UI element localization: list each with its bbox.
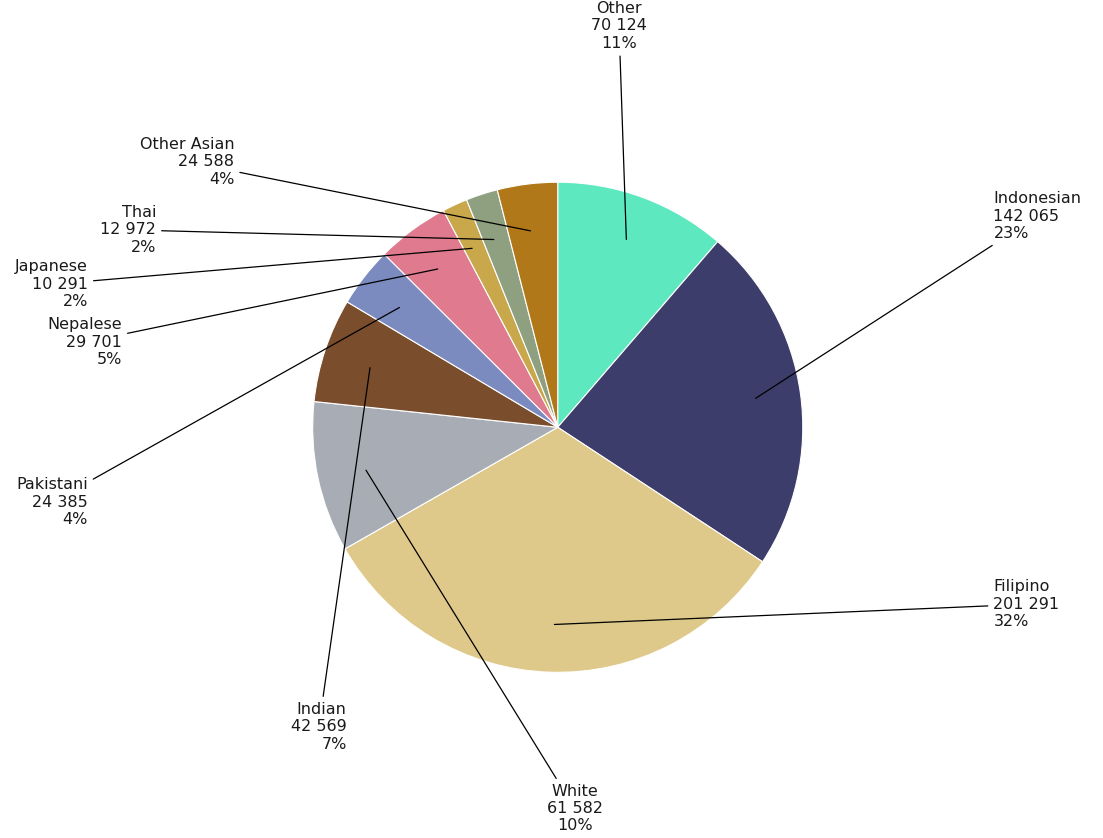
Text: Indian
42 569
7%: Indian 42 569 7% (291, 368, 370, 752)
Text: Thai
12 972
2%: Thai 12 972 2% (100, 205, 494, 255)
Text: Pakistani
24 385
4%: Pakistani 24 385 4% (17, 308, 399, 527)
Text: Japanese
10 291
2%: Japanese 10 291 2% (15, 248, 472, 309)
Text: Other Asian
24 588
4%: Other Asian 24 588 4% (140, 137, 531, 230)
Wedge shape (443, 199, 558, 427)
Wedge shape (345, 427, 762, 672)
Text: Indonesian
142 065
23%: Indonesian 142 065 23% (756, 191, 1081, 398)
Wedge shape (558, 241, 803, 561)
Text: White
61 582
10%: White 61 582 10% (366, 470, 602, 833)
Wedge shape (312, 401, 558, 549)
Text: Other
70 124
11%: Other 70 124 11% (591, 1, 647, 240)
Wedge shape (467, 189, 558, 427)
Wedge shape (347, 254, 558, 427)
Wedge shape (384, 210, 558, 427)
Wedge shape (314, 302, 558, 427)
Text: Nepalese
29 701
5%: Nepalese 29 701 5% (47, 269, 438, 367)
Wedge shape (558, 182, 718, 427)
Wedge shape (497, 182, 558, 427)
Text: Filipino
201 291
32%: Filipino 201 291 32% (555, 579, 1060, 629)
